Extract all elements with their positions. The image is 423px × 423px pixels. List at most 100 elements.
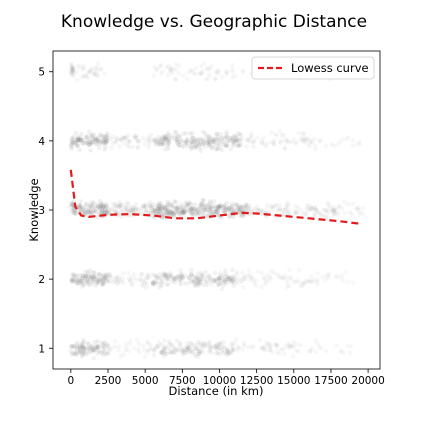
scatter-point: [215, 71, 220, 77]
scatter-point: [155, 205, 160, 211]
scatter-point: [101, 276, 106, 281]
scatter-point: [93, 345, 98, 351]
scatter-point: [161, 205, 167, 210]
scatter-point: [93, 139, 99, 144]
scatter-point: [77, 345, 83, 350]
scatter-point: [89, 273, 94, 279]
scatter-point: [126, 276, 132, 282]
scatter-point: [172, 347, 177, 352]
scatter-point: [97, 141, 103, 147]
scatter-point: [208, 206, 213, 211]
scatter-point: [173, 136, 178, 141]
scatter-point: [73, 142, 79, 148]
scatter-point: [210, 139, 216, 145]
scatter-point: [206, 140, 212, 146]
scatter-point: [192, 138, 197, 143]
scatter-point: [117, 200, 122, 205]
scatter-point: [206, 341, 211, 347]
scatter-point: [168, 67, 174, 72]
scatter-point: [251, 280, 257, 286]
scatter-point: [207, 349, 212, 354]
scatter-point: [177, 342, 183, 348]
scatter-point: [217, 341, 223, 347]
scatter-point: [186, 345, 192, 350]
scatter-point: [298, 136, 304, 142]
scatter-point: [184, 137, 189, 143]
scatter-point: [338, 349, 344, 355]
scatter-point: [286, 345, 291, 351]
scatter-point: [293, 278, 299, 284]
scatter-point: [236, 131, 242, 136]
scatter-point: [198, 64, 204, 69]
scatter-point: [285, 203, 291, 208]
scatter-point: [70, 68, 75, 73]
scatter-point: [196, 282, 201, 287]
scatter-point: [198, 340, 203, 346]
scatter-point: [181, 350, 186, 356]
scatter-point: [185, 202, 191, 207]
scatter-point: [165, 144, 171, 149]
scatter-point: [313, 207, 318, 212]
scatter-point: [101, 133, 106, 139]
scatter-point: [85, 277, 90, 283]
scatter-point: [309, 346, 315, 352]
scatter-point: [80, 275, 85, 281]
scatter-point: [280, 276, 286, 282]
scatter-point: [202, 205, 207, 211]
scatter-point: [172, 134, 177, 139]
scatter-point: [165, 146, 171, 152]
scatter-point: [147, 346, 153, 352]
x-tick-label: 10000: [203, 375, 236, 387]
scatter-point: [240, 269, 245, 275]
scatter-point: [215, 69, 220, 74]
scatter-point: [91, 209, 96, 214]
scatter-point: [75, 137, 80, 143]
scatter-point: [199, 273, 204, 278]
scatter-point: [125, 205, 130, 211]
scatter-point: [106, 272, 112, 277]
scatter-point: [191, 206, 196, 211]
scatter-point: [192, 208, 197, 213]
scatter-point: [154, 275, 160, 281]
scatter-point: [313, 207, 318, 213]
scatter-point: [226, 277, 231, 282]
scatter-point: [216, 276, 222, 282]
scatter-point: [76, 134, 81, 140]
scatter-point: [168, 133, 174, 138]
scatter-point: [214, 131, 219, 137]
scatter-point: [163, 271, 169, 276]
scatter-point: [70, 276, 76, 282]
scatter-point: [176, 347, 181, 352]
scatter-point: [98, 133, 103, 139]
scatter-point: [230, 345, 236, 350]
scatter-point: [226, 276, 232, 281]
scatter-point: [73, 210, 78, 216]
scatter-point: [132, 346, 137, 351]
scatter-point: [107, 348, 112, 353]
scatter-point: [114, 136, 119, 141]
scatter-point: [148, 137, 154, 143]
scatter-point: [137, 138, 142, 144]
scatter-point: [164, 209, 170, 214]
scatter-point: [212, 344, 217, 350]
scatter-point: [309, 205, 314, 211]
scatter-point: [350, 201, 356, 207]
scatter-point: [262, 343, 268, 349]
scatter-point: [229, 278, 234, 284]
scatter-point: [202, 340, 208, 346]
scatter-point: [216, 205, 221, 210]
scatter-point: [240, 213, 245, 219]
scatter-point: [220, 344, 226, 350]
scatter-point: [160, 136, 165, 141]
scatter-point: [337, 203, 343, 209]
scatter-point: [78, 137, 84, 143]
scatter-point: [96, 145, 102, 150]
scatter-point: [175, 139, 181, 145]
scatter-point: [107, 279, 112, 284]
scatter-point: [83, 73, 89, 79]
scatter-point: [194, 342, 199, 348]
scatter-point: [97, 209, 103, 215]
scatter-point: [248, 277, 253, 282]
scatter-point: [264, 202, 270, 208]
scatter-point: [103, 135, 108, 141]
